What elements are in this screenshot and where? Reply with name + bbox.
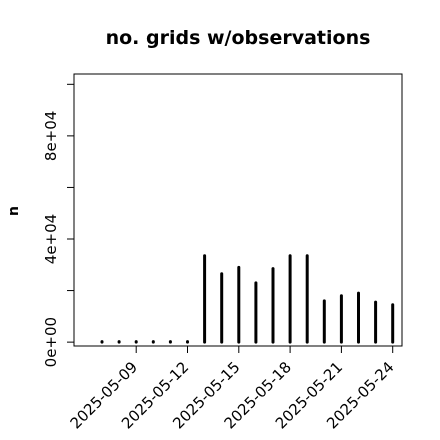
y-axis-label: n (6, 206, 22, 216)
y-tick-label: 0e+00 (42, 317, 60, 367)
chart-title: no. grids w/observations (106, 27, 371, 49)
y-tick-label: 4e+04 (42, 214, 60, 264)
bars-group (100, 254, 395, 344)
y-axis: 0e+00 4e+04 8e+04 (42, 83, 75, 367)
y-tick-label: 8e+04 (42, 111, 60, 161)
x-axis: 2025-05-092025-05-122025-05-152025-05-18… (67, 345, 398, 432)
